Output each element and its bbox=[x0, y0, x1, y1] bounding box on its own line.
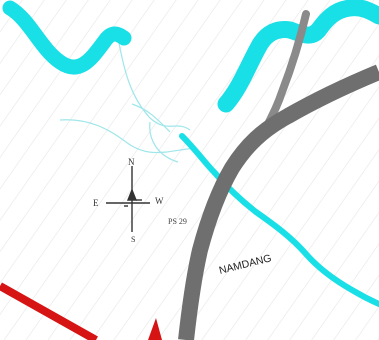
stream-lines bbox=[59, 37, 197, 163]
compass-west: W bbox=[155, 196, 164, 206]
boundary-left bbox=[0, 282, 98, 340]
compass-rose bbox=[106, 166, 150, 232]
road-namdang bbox=[178, 64, 379, 340]
river-lower bbox=[179, 133, 379, 307]
compass-south: S bbox=[131, 235, 135, 244]
compass-north: N bbox=[128, 157, 135, 167]
river-top-left bbox=[2, 0, 132, 75]
boundary-marker bbox=[148, 318, 162, 340]
compass-east: E bbox=[93, 198, 99, 208]
road-branch bbox=[264, 10, 310, 128]
survey-point-label: PS 29 bbox=[168, 217, 187, 226]
